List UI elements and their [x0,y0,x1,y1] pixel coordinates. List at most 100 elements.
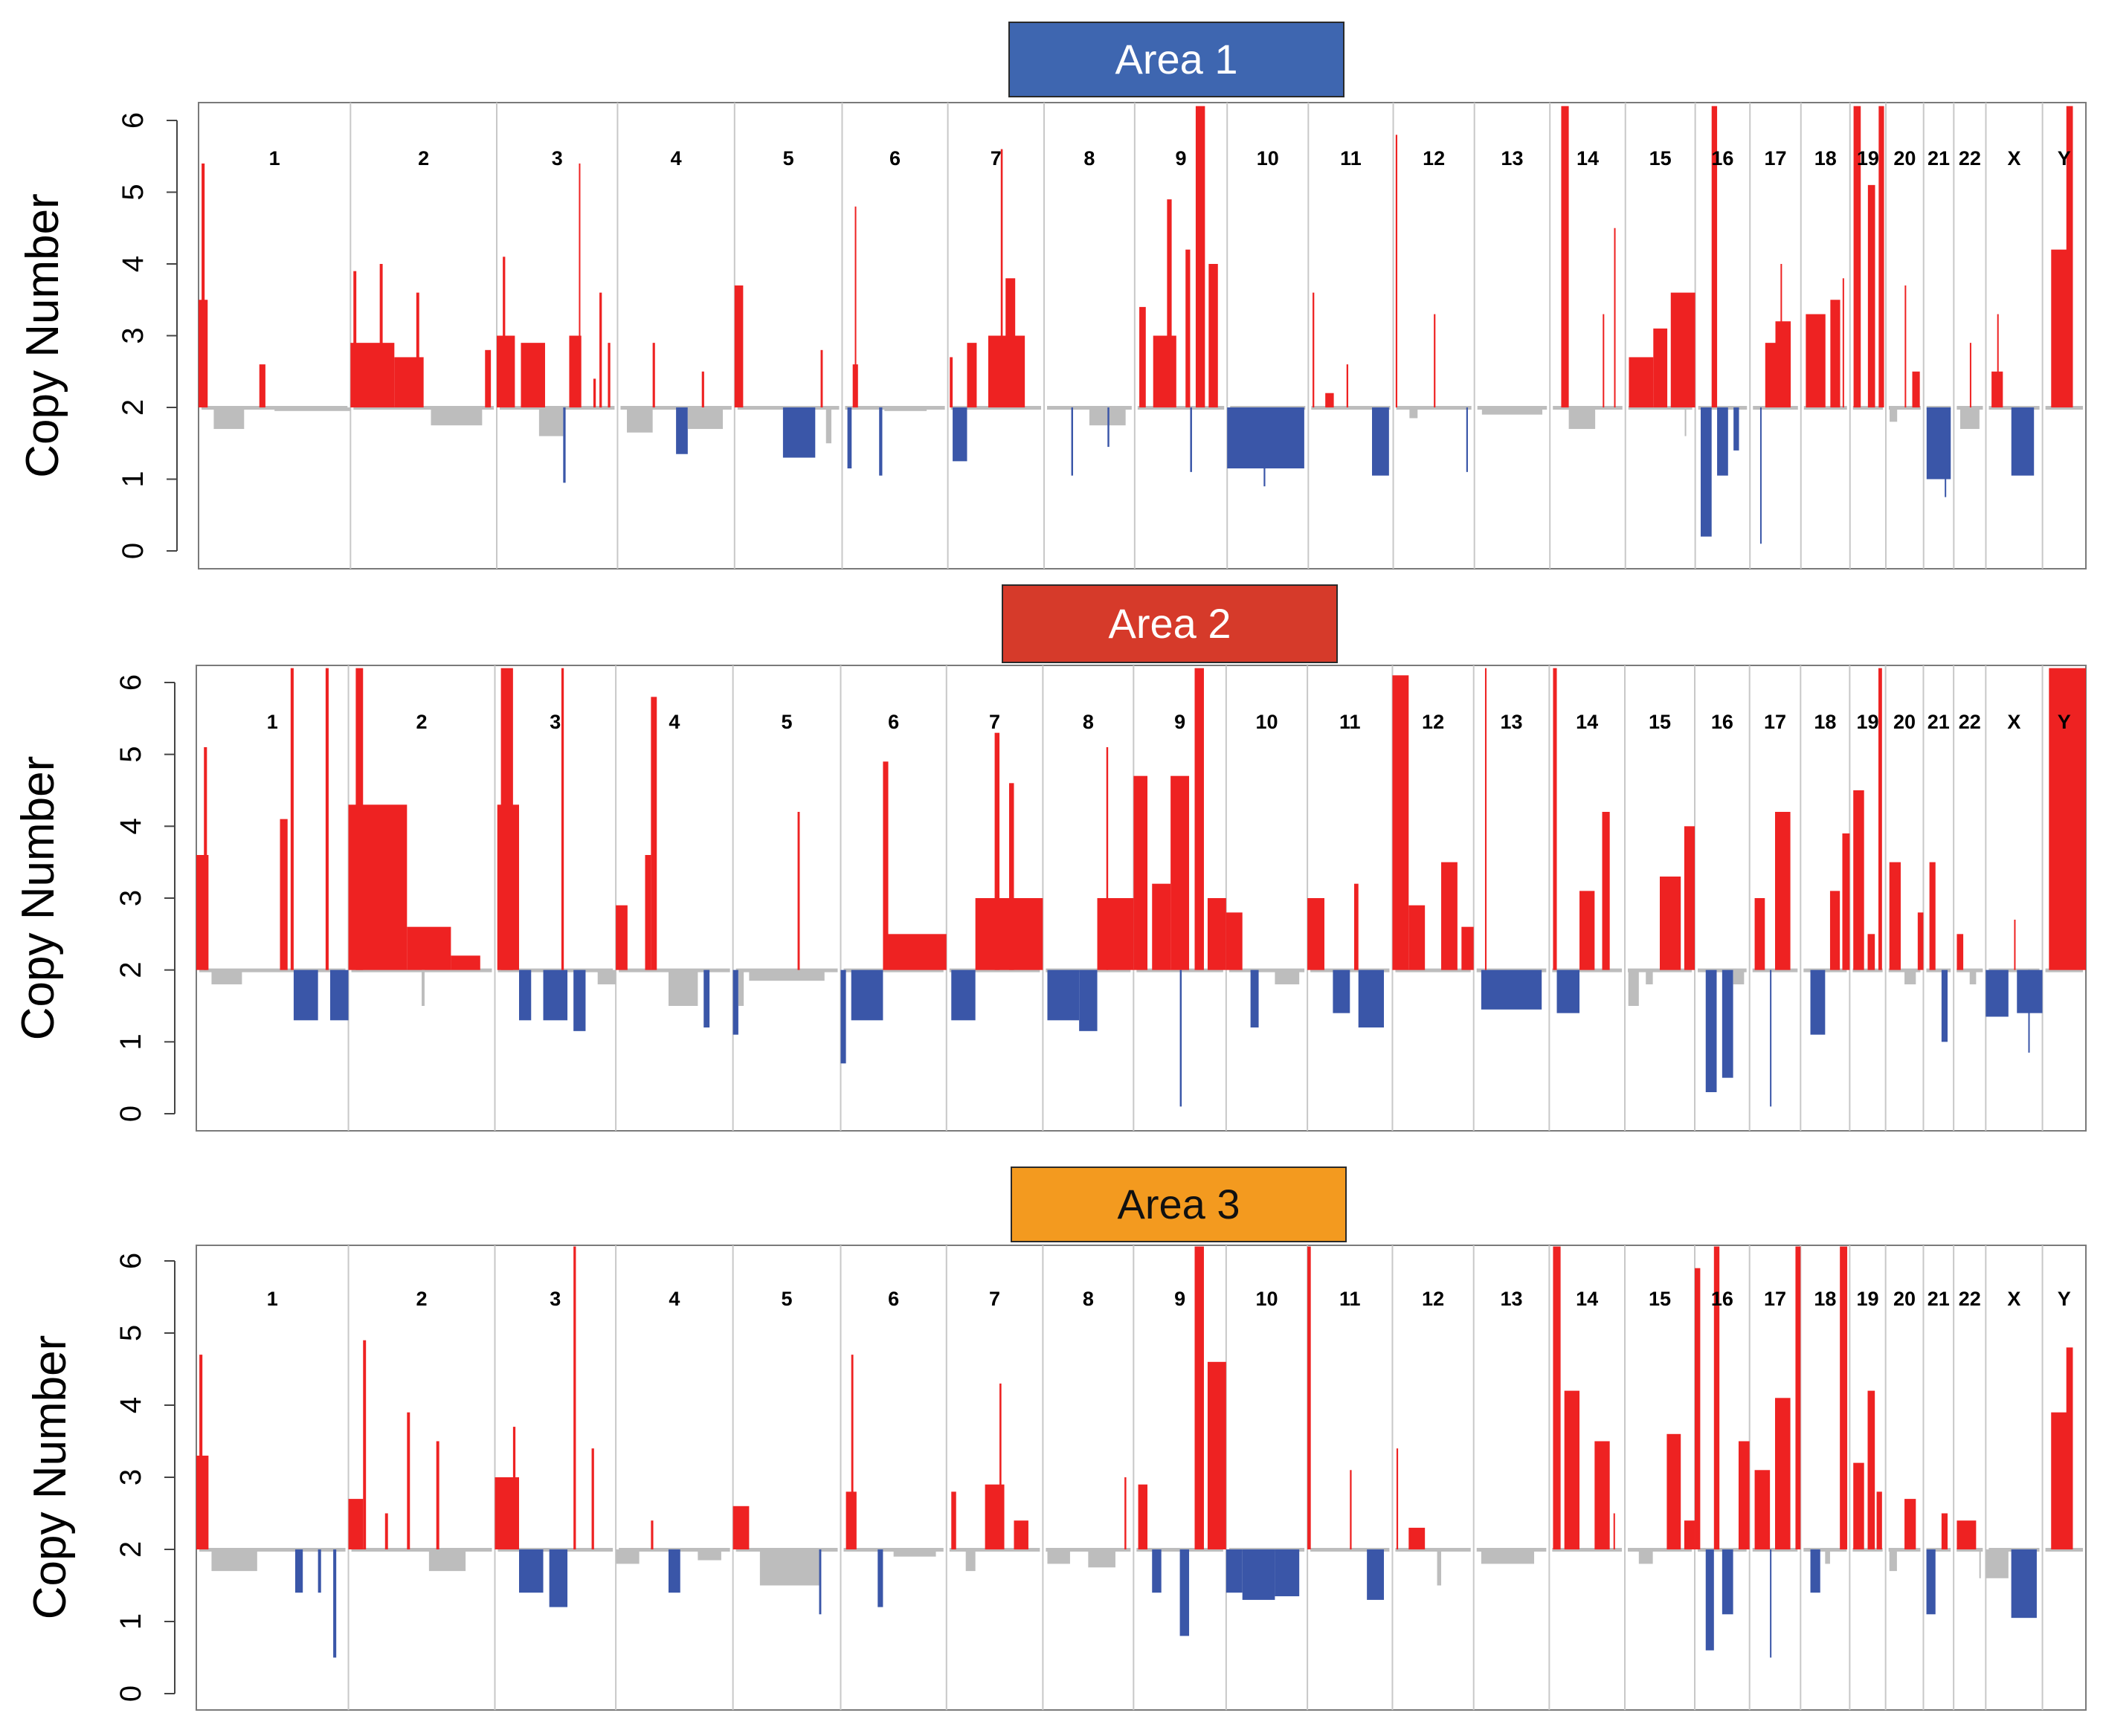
neutral-segment [1888,1548,1921,1552]
chromosome-labels: 1 2 3 4 5 6 7 8 9 10 11 12 13 14 15 16 17 18 19 20 21 22 X Y [269,147,2071,170]
gain-segment [1313,292,1315,407]
neutral-segment [422,969,425,1006]
gain-segment [593,378,596,407]
gain-segment [363,1340,367,1549]
gain-segment [290,668,294,970]
loss-segment [1226,1549,1243,1593]
loss-segment [1367,1549,1385,1600]
neutral-segment [211,1549,257,1572]
gain-segment [1207,898,1226,970]
chromosome-label: 6 [889,147,901,170]
loss-segment [676,407,688,454]
gain-segment [820,349,823,407]
gain-segment [500,668,513,970]
chromosome-label: Y [2058,1288,2071,1310]
loss-segment [840,969,846,1064]
chromosome-label: 11 [1339,1288,1361,1310]
y-tick-label: 1 [117,471,149,487]
neutral-segment [1137,406,1225,410]
loss-segment [333,1549,337,1658]
neutral-segment [1311,406,1391,410]
neutral-segment [211,969,242,984]
chromosome-label: 9 [1174,1288,1185,1310]
chromosome-label: 16 [1711,711,1733,733]
gain-segment [1307,1246,1311,1549]
gain-segment [1226,912,1243,970]
neutral-segment [738,969,744,1006]
gain-segment [355,668,364,970]
chromosome-label: X [2008,147,2021,170]
loss-segment [1263,407,1266,487]
gain-segment [1185,249,1191,407]
chromosome-label: 3 [552,147,563,170]
gain-segment [497,335,515,407]
gain-segment [732,1506,750,1549]
chromosome-label: 5 [783,147,794,170]
neutral-segment [1638,1549,1653,1564]
chromosome-label: 11 [1339,711,1361,733]
chromosome-label: Y [2058,711,2071,733]
neutral-segment [1684,407,1687,436]
loss-segment [543,969,568,1021]
chromosome-label: 7 [989,1288,1000,1310]
gain-segment [1711,106,1718,407]
gain-segment [1434,314,1436,407]
gain-segment [1207,1361,1226,1549]
panel-title-box: Area 1 [1008,22,1344,97]
neutral-segment [1926,968,1951,972]
gain-segment [701,371,704,407]
chromosome-label: 15 [1649,147,1672,170]
gain-segment [1660,877,1681,970]
gain-segment [1097,898,1134,970]
loss-segment [573,969,586,1031]
panel-area-1: Area 11 2 3 4 5 6 7 8 9 10 11 12 13 14 15 16 17 18 19 20 21 2… [17,22,2087,569]
gain-segment [1194,668,1204,970]
gain-segment [416,292,419,407]
gain-segment [1929,862,1936,970]
gain-segment [1106,747,1109,970]
loss-segment [1705,1549,1714,1651]
loss-segment [293,969,318,1021]
chromosome-label: 8 [1083,147,1095,170]
loss-segment [1242,1549,1275,1600]
gain-segment [1000,149,1003,407]
neutral-segment [749,969,825,981]
neutral-segment [1852,1548,1883,1552]
neutral-segment [2045,1548,2083,1552]
gain-segment [599,292,602,407]
neutral-segment [893,1549,936,1557]
chromosome-label: 10 [1257,147,1279,170]
gain-segment [651,697,657,970]
gain-segment [1139,306,1146,407]
loss-segment [1722,1549,1733,1615]
gain-segment [1603,314,1605,407]
gain-segment [1780,264,1782,407]
chromosome-label: 19 [1856,1288,1878,1310]
chromosome-label: 10 [1255,711,1278,733]
neutral-segment [1552,968,1622,972]
gain-segment [1917,912,1924,970]
chromosome-label: 17 [1764,711,1786,733]
gain-segment [1005,278,1016,407]
gain-segment [1842,278,1844,407]
gain-segment [951,1491,956,1549]
gain-segment [2051,1412,2069,1549]
gain-segment [1754,1470,1771,1549]
gain-segment [1653,328,1668,407]
gain-segment [202,163,205,407]
gain-segment [616,905,628,970]
gain-segment [1395,135,1398,408]
neutral-segment [843,968,944,972]
neutral-segment [965,1549,976,1572]
neutral-segment [616,1549,640,1564]
gain-segment [1765,343,1776,407]
gain-segment [1208,264,1218,407]
gain-segment [2051,249,2069,407]
gain-segment [1853,1462,1864,1549]
neutral-segment [949,1548,1040,1552]
loss-segment [851,969,883,1021]
gain-segment [1695,1268,1701,1549]
gain-segment [1754,898,1765,970]
chromosome-label: 5 [782,711,793,733]
gain-segment [651,1520,654,1549]
